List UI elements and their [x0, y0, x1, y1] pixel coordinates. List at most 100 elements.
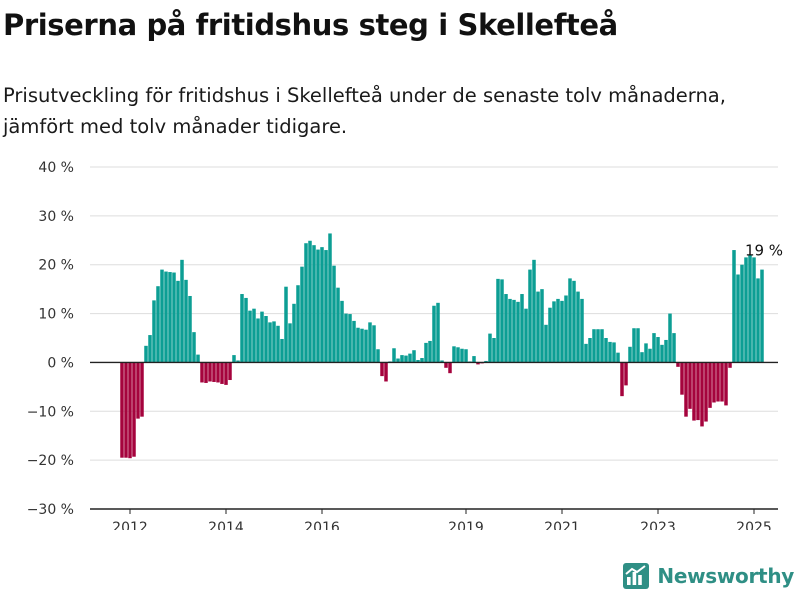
bar — [428, 340, 432, 363]
bar — [688, 362, 692, 409]
bar — [200, 362, 204, 383]
bar — [228, 362, 232, 381]
x-tick-label: 2021 — [544, 520, 580, 530]
bar — [260, 311, 264, 363]
bar — [384, 362, 388, 382]
bar — [404, 355, 408, 363]
x-tick-label: 2025 — [736, 520, 772, 530]
bar — [520, 294, 524, 363]
annotations: 19 % — [745, 242, 783, 260]
bar — [236, 360, 240, 363]
bar — [188, 295, 192, 363]
bar — [716, 362, 720, 402]
bar — [516, 301, 520, 363]
bar — [752, 257, 756, 363]
bar — [432, 305, 436, 363]
bar — [232, 355, 236, 363]
bar — [492, 338, 496, 363]
bar — [176, 280, 180, 363]
bar — [436, 302, 440, 363]
bar — [612, 342, 616, 363]
bar — [356, 327, 360, 363]
bar — [248, 310, 252, 363]
bar — [756, 278, 760, 363]
bar — [620, 362, 624, 397]
bar — [608, 341, 612, 363]
bar — [704, 362, 708, 422]
bar — [420, 358, 424, 363]
bar — [528, 269, 532, 363]
bar — [412, 350, 416, 363]
bar — [360, 328, 364, 363]
bar — [568, 278, 572, 363]
bar — [252, 308, 256, 363]
bar — [644, 343, 648, 363]
bar — [548, 307, 552, 363]
bar — [316, 249, 320, 363]
bar — [324, 250, 328, 363]
bar — [624, 362, 628, 386]
y-tick-label: −20 % — [27, 453, 74, 469]
y-tick-label: −30 % — [27, 502, 74, 518]
bar — [628, 346, 632, 363]
bar — [368, 322, 372, 363]
bar — [396, 358, 400, 363]
bar — [500, 279, 504, 363]
bar — [372, 325, 376, 363]
bar — [140, 362, 144, 417]
bar — [660, 344, 664, 363]
bar — [312, 245, 316, 363]
bar — [296, 285, 300, 363]
bar — [244, 297, 248, 363]
bar — [304, 243, 308, 363]
bar — [564, 295, 568, 363]
bar — [288, 323, 292, 363]
newsworthy-brand: Newsworthy — [623, 562, 794, 590]
bar — [536, 291, 540, 363]
bar — [352, 320, 356, 363]
bar — [448, 362, 452, 374]
bar — [376, 349, 380, 363]
bar — [740, 264, 744, 363]
bar — [224, 362, 228, 385]
bar — [652, 333, 656, 363]
y-tick-label: −10 % — [27, 404, 74, 420]
x-tick-label: 2019 — [448, 520, 484, 530]
bar — [560, 300, 564, 363]
y-axis-tick-labels: −30 % −20 % −10 % 0 % 10 % 20 % 30 % 40 % — [27, 160, 74, 518]
bar — [332, 265, 336, 363]
bar — [168, 272, 172, 363]
y-tick-label: 0 % — [47, 355, 74, 371]
bar — [632, 328, 636, 363]
bar — [464, 349, 468, 363]
bar — [212, 362, 216, 382]
x-tick-label: 2014 — [208, 520, 244, 530]
bar — [264, 316, 268, 363]
bar — [416, 359, 420, 363]
bar — [320, 247, 324, 363]
bar — [424, 342, 428, 363]
bar — [284, 286, 288, 363]
bar — [712, 362, 716, 403]
chart-title: Priserna på fritidshus steg i Skellefteå — [3, 8, 618, 42]
bar — [300, 266, 304, 363]
bar — [760, 269, 764, 363]
bar — [268, 322, 272, 363]
bar — [596, 329, 600, 363]
chart-subtitle: Prisutveckling för fritidshus i Skelleft… — [3, 84, 726, 138]
bar — [400, 355, 404, 363]
bar — [636, 328, 640, 363]
bar — [680, 362, 684, 395]
y-tick-label: 30 % — [38, 209, 74, 225]
bar — [156, 286, 160, 363]
bar — [340, 300, 344, 363]
newsworthy-logo-icon — [623, 563, 650, 589]
annotation-latest-value: 19 % — [745, 242, 783, 260]
bar — [364, 329, 368, 363]
bar — [616, 352, 620, 363]
bar — [476, 362, 480, 365]
bar — [592, 329, 596, 363]
bar — [276, 325, 280, 363]
bar — [452, 346, 456, 363]
gridlines — [90, 166, 778, 510]
